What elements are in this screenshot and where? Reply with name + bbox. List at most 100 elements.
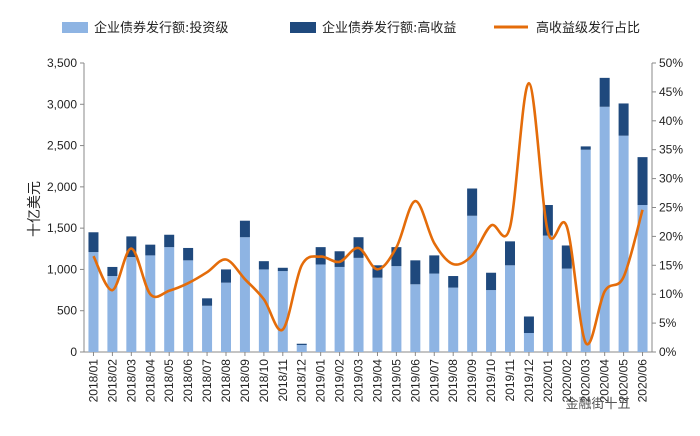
bar-high-yield <box>599 77 610 107</box>
bar-high-yield <box>239 220 250 238</box>
legend-label-investment-grade: 企业债券发行额:投资级 <box>94 20 228 36</box>
bar-investment-grade <box>523 333 534 352</box>
bar-investment-grade <box>353 257 364 352</box>
x-tick-label: 2020/01 <box>541 359 555 403</box>
bar-investment-grade <box>315 264 326 352</box>
x-tick-label: 2020/06 <box>636 359 650 403</box>
y2-tick-label: 15% <box>659 258 683 272</box>
y-axis-label: 十亿美元 <box>27 181 43 237</box>
x-tick-label: 2018/01 <box>86 359 100 403</box>
y2-tick-label: 5% <box>659 316 677 330</box>
bar-investment-grade <box>467 215 478 352</box>
bar-high-yield <box>429 255 440 274</box>
x-tick-label: 2019/04 <box>370 359 384 403</box>
bar-investment-grade <box>334 266 345 352</box>
x-tick-label: 2019/07 <box>427 359 441 403</box>
bar-high-yield <box>505 241 515 266</box>
y2-tick-label: 0% <box>659 345 677 359</box>
x-tick-label: 2019/11 <box>503 359 517 402</box>
y-tick-label: 2,500 <box>47 139 77 153</box>
y2-tick-label: 20% <box>659 229 683 243</box>
bar-investment-grade <box>88 252 99 352</box>
x-tick-label: 2019/05 <box>389 359 403 403</box>
y2-tick-label: 35% <box>659 143 683 157</box>
bar-investment-grade <box>486 290 497 352</box>
legend-label-share-line: 高收益级发行占比 <box>536 20 640 36</box>
bar-investment-grade <box>618 135 629 352</box>
bar-investment-grade <box>429 273 440 352</box>
x-tick-label: 2019/06 <box>408 359 422 403</box>
line-high-yield-share <box>92 81 644 346</box>
bar-high-yield <box>296 343 307 345</box>
x-tick-label: 2018/02 <box>105 359 119 403</box>
bar-investment-grade <box>239 237 250 352</box>
bar-high-yield <box>202 298 213 306</box>
bar-high-yield <box>486 272 497 291</box>
x-tick-label: 2019/03 <box>352 359 366 403</box>
x-tick-label: 2018/07 <box>200 359 214 403</box>
legend-label-high-yield: 企业债券发行额:高收益 <box>322 20 456 36</box>
x-tick-label: 2020/04 <box>598 359 612 403</box>
bar-investment-grade <box>505 265 515 352</box>
bar-high-yield <box>542 205 553 236</box>
y-tick-label: 3,000 <box>47 97 77 111</box>
y-tick-label: 3,500 <box>47 56 77 70</box>
bar-high-yield <box>391 247 402 267</box>
bar-investment-grade <box>221 282 231 352</box>
bar-high-yield <box>258 261 269 270</box>
y-tick-label: 1,500 <box>47 221 77 235</box>
x-tick-label: 2018/04 <box>143 359 157 403</box>
bar-high-yield <box>448 276 459 288</box>
x-tick-label: 2020/03 <box>579 359 593 403</box>
y2-tick-label: 40% <box>659 114 683 128</box>
x-tick-label: 2018/10 <box>257 359 271 403</box>
bar-investment-grade <box>561 268 572 352</box>
bar-investment-grade <box>391 266 402 352</box>
bar-investment-grade <box>542 235 553 352</box>
bar-high-yield <box>145 244 156 256</box>
bar-high-yield <box>561 245 572 269</box>
x-tick-label: 2019/10 <box>484 359 498 403</box>
x-tick-label: 2018/05 <box>162 359 176 403</box>
bar-investment-grade <box>599 106 610 353</box>
bar-high-yield <box>221 269 231 283</box>
bar-high-yield <box>523 316 534 334</box>
bar-investment-grade <box>258 269 269 352</box>
bar-high-yield <box>183 247 194 261</box>
bar-high-yield <box>618 103 629 136</box>
legend-swatch-high-yield <box>290 22 316 33</box>
y-tick-label: 1,000 <box>47 262 77 276</box>
bar-high-yield <box>372 265 383 278</box>
y2-tick-label: 10% <box>659 287 683 301</box>
plot-area: 0 500 1,000 1,500 2,000 2,500 3,000 3,500 0% 5% 10… <box>47 56 683 402</box>
bar-investment-grade <box>410 284 421 352</box>
bar-high-yield <box>410 260 421 285</box>
bar-high-yield <box>164 234 175 248</box>
legend: 企业债券发行额:投资级 企业债券发行额:高收益 高收益级发行占比 <box>62 20 640 36</box>
bar-investment-grade <box>580 149 591 352</box>
y2-tick-label: 25% <box>659 201 683 215</box>
x-tick-label: 2019/01 <box>314 359 328 403</box>
bar-investment-grade <box>637 205 648 352</box>
x-tick-label: 2019/02 <box>333 359 347 403</box>
x-tick-label: 2018/08 <box>219 359 233 403</box>
y2-tick-label: 30% <box>659 172 683 186</box>
x-tick-label: 2018/12 <box>295 359 309 403</box>
x-tick-label: 2019/09 <box>465 359 479 403</box>
y-tick-label: 2,000 <box>47 180 77 194</box>
bar-high-yield <box>277 267 288 272</box>
bar-investment-grade <box>202 305 213 352</box>
x-tick-label: 2018/09 <box>238 359 252 403</box>
bar-high-yield <box>88 232 99 253</box>
bar-high-yield <box>126 236 137 258</box>
bar-investment-grade <box>372 277 383 352</box>
bar-investment-grade <box>296 344 307 352</box>
bar-high-yield <box>467 188 478 216</box>
y-tick-label: 500 <box>57 304 77 318</box>
bar-investment-grade <box>145 255 156 352</box>
y2-tick-label: 45% <box>659 85 683 99</box>
bar-high-yield <box>334 251 345 267</box>
bar-investment-grade <box>126 257 137 352</box>
bar-high-yield <box>107 266 118 277</box>
